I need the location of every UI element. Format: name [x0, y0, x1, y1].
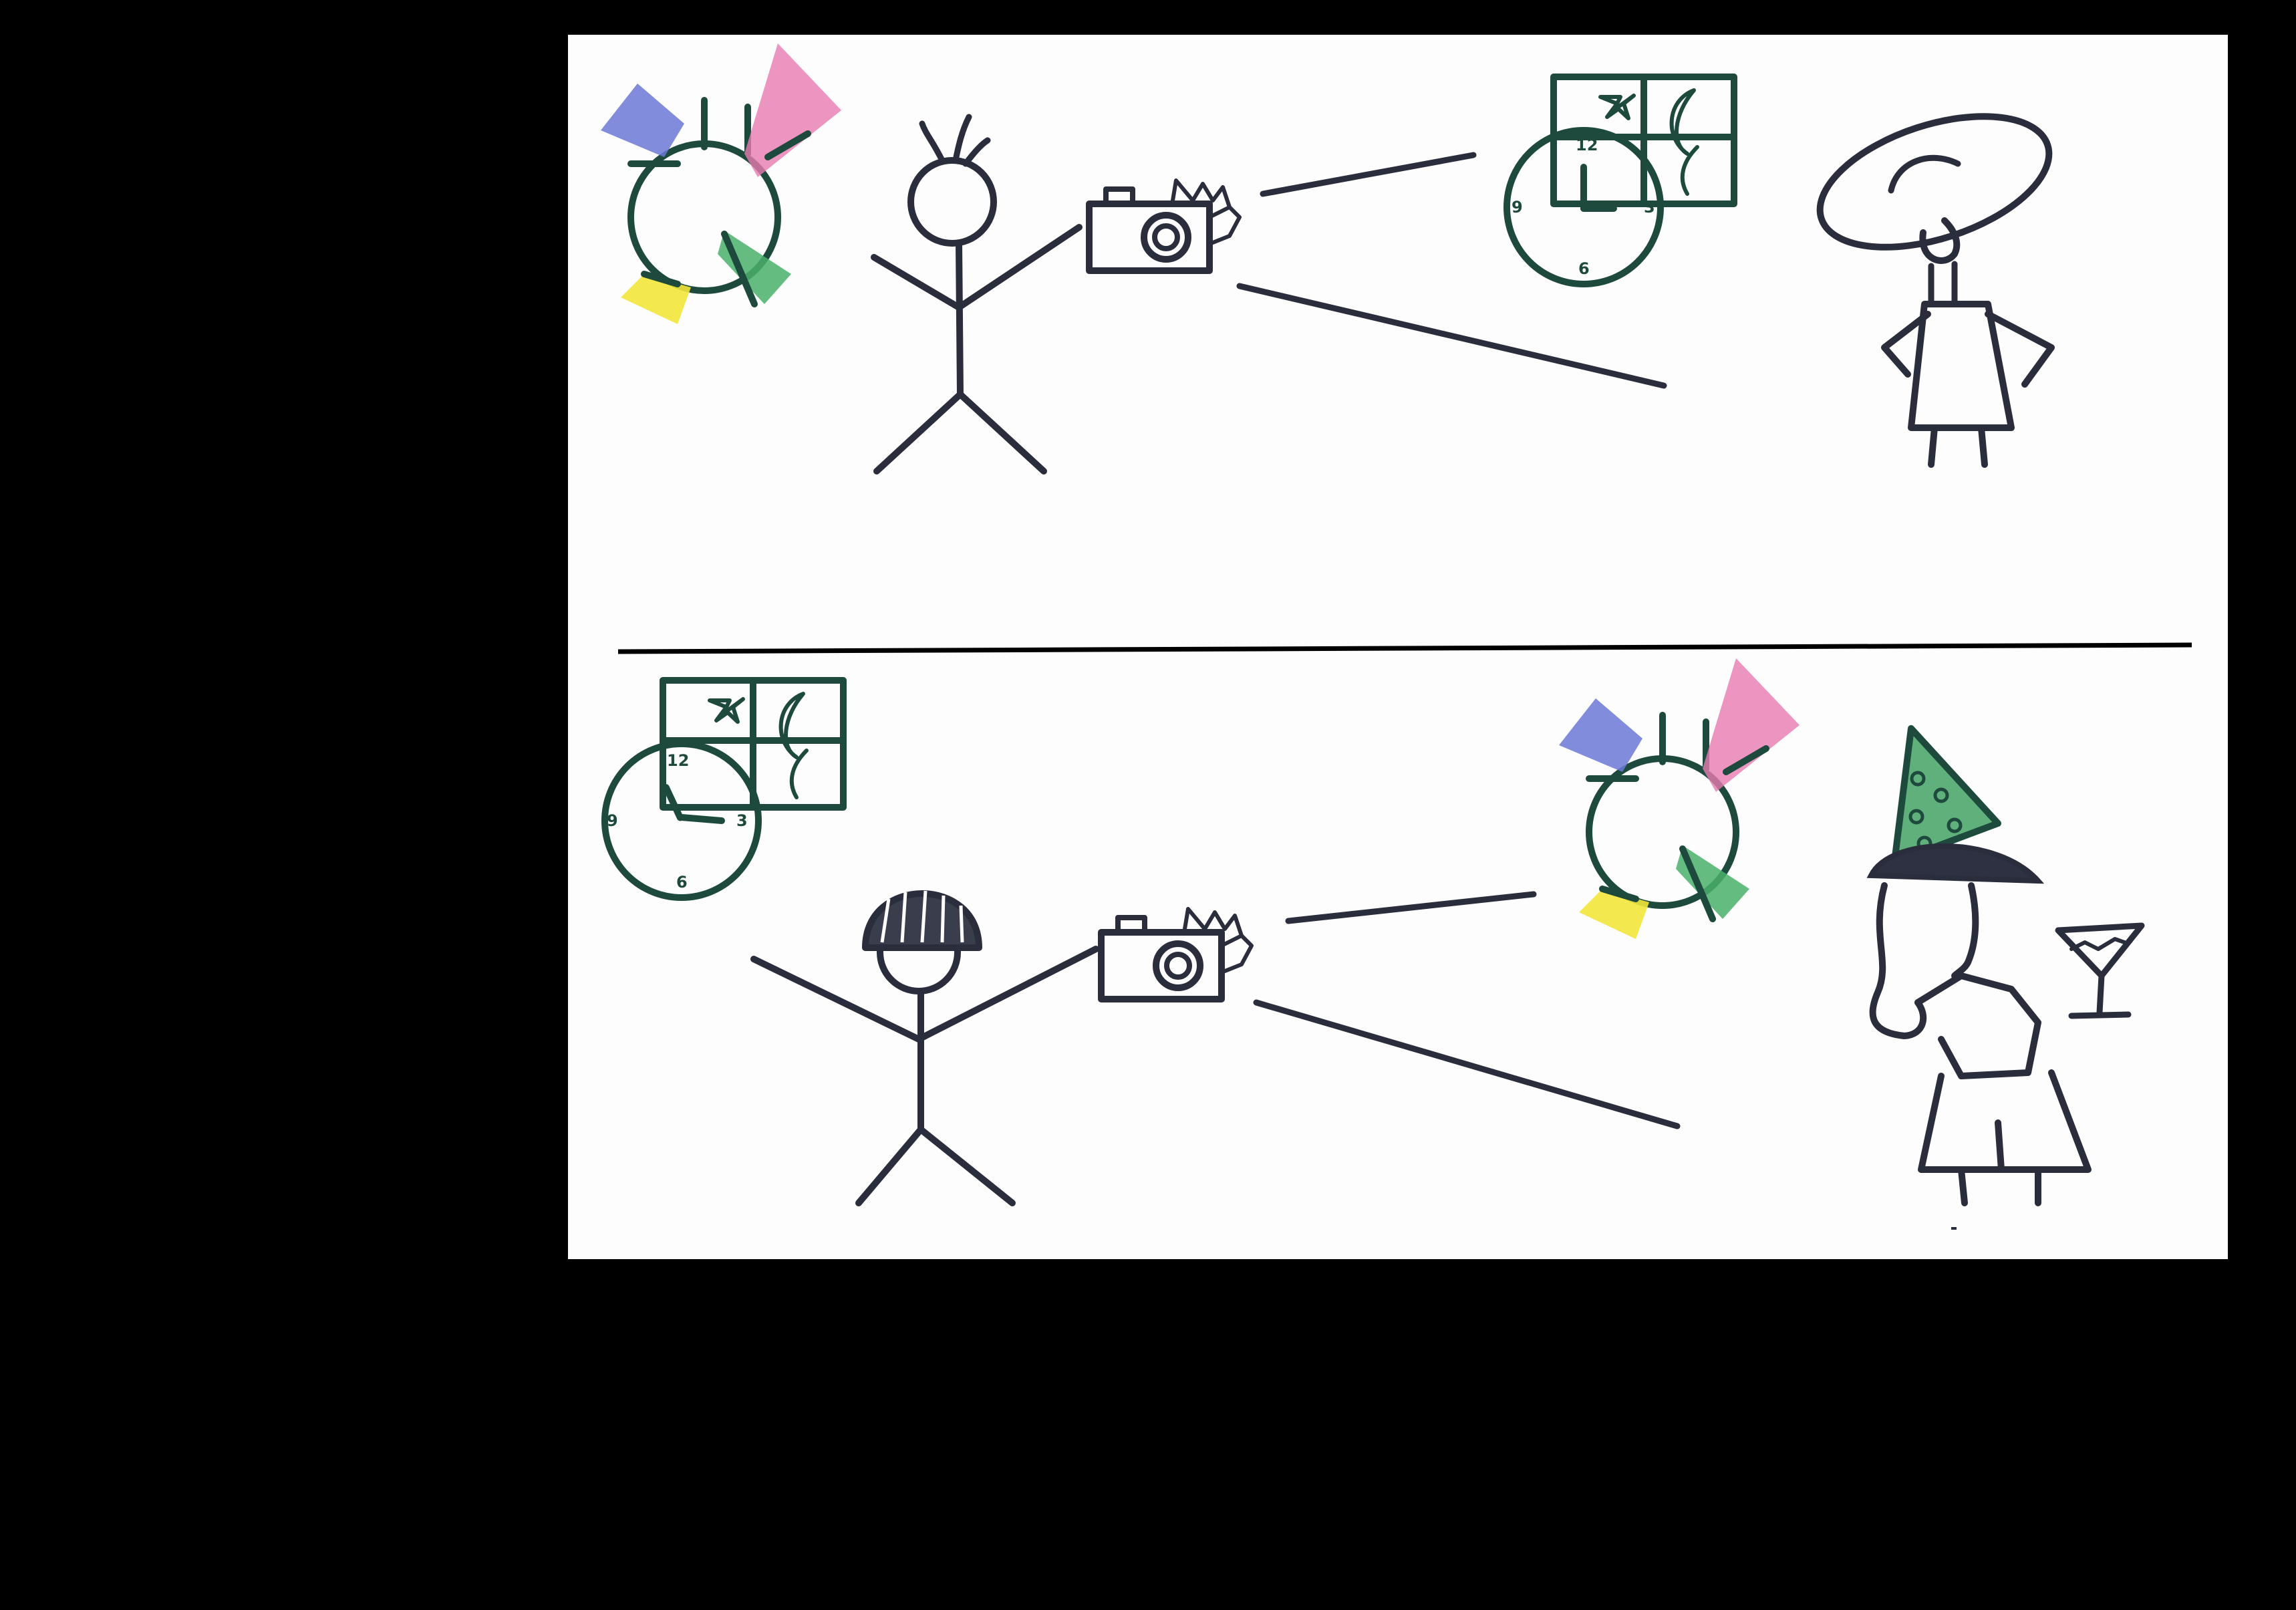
clock-label-3: 3	[736, 811, 748, 830]
clock-label-12: 12	[1576, 136, 1598, 154]
clock-label-12: 12	[667, 751, 689, 770]
clock-label-6: 6	[676, 873, 688, 892]
clock-label-6: 6	[1578, 259, 1590, 278]
clock-label-9: 9	[1512, 198, 1523, 217]
clock-label-3: 3	[1644, 198, 1655, 217]
clock-label-9: 9	[607, 811, 618, 830]
